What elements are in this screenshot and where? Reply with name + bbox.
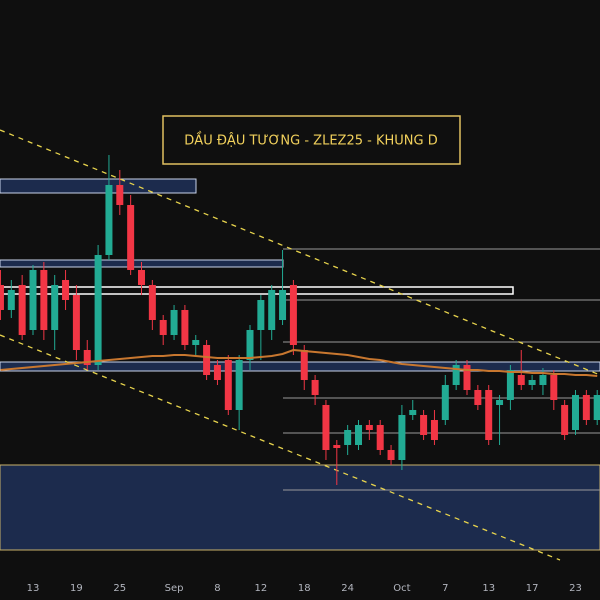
candle-body (496, 400, 504, 405)
moving-average (0, 348, 598, 377)
candle-body (159, 320, 167, 335)
chart-title: DẦU ĐẬU TƯƠNG - ZLEZ25 - KHUNG D (184, 132, 437, 149)
candle-body (62, 280, 70, 300)
candle-body (387, 450, 395, 460)
candle-body (235, 360, 243, 410)
candle-body (376, 425, 384, 450)
candle-body (257, 300, 265, 330)
x-tick-label: 13 (482, 583, 495, 594)
candle-body (528, 380, 536, 385)
candle-body (268, 290, 276, 330)
candle-body (561, 405, 569, 435)
candle-body (148, 285, 156, 320)
candle-body (170, 310, 178, 335)
x-tick-label: 18 (298, 583, 311, 594)
candle-body (420, 415, 428, 435)
candle-body (40, 270, 48, 330)
x-tick-label: 7 (442, 583, 448, 594)
candle-body (452, 365, 460, 385)
candle-body (72, 295, 80, 350)
x-tick-label: 13 (27, 583, 40, 594)
candle-body (593, 395, 600, 420)
candle-body (441, 385, 449, 420)
x-tick-label: 17 (526, 583, 539, 594)
candle-body (7, 290, 15, 310)
candle-body (224, 360, 232, 410)
demand-zone (0, 464, 600, 551)
candle-body (474, 390, 482, 405)
x-tick-label: 12 (254, 583, 267, 594)
candle-body (105, 185, 113, 255)
candle-body (550, 375, 558, 400)
title-box (162, 115, 461, 165)
candle-body (138, 270, 145, 285)
candle-body (485, 390, 493, 440)
candle-body (322, 405, 330, 450)
candle-body (127, 205, 135, 270)
candle-body (192, 340, 200, 345)
trend-line (0, 129, 600, 376)
zone-outline (0, 286, 514, 295)
candle-body (289, 285, 297, 345)
candle-body (246, 330, 254, 360)
candle-body (430, 420, 438, 440)
candle-body (213, 365, 221, 380)
candle-body (0, 285, 4, 310)
candle-body (300, 350, 308, 380)
zones (0, 129, 600, 561)
x-tick-label: 24 (341, 583, 354, 594)
x-tick-label: 25 (113, 583, 126, 594)
candle-body (83, 350, 91, 365)
trend-line (0, 334, 561, 561)
candle-body (517, 375, 525, 385)
candle-body (582, 395, 590, 420)
x-tick-label: 8 (214, 583, 220, 594)
candle-body (398, 415, 406, 460)
candle-body (279, 290, 287, 320)
x-tick-label: 23 (569, 583, 582, 594)
candle-body (333, 445, 341, 448)
candle-body (344, 430, 352, 445)
candle-body (365, 425, 373, 430)
candle-body (463, 365, 471, 390)
x-tick-label: Oct (393, 583, 410, 594)
candle-body (181, 310, 189, 345)
candle-body (572, 395, 579, 430)
candle-body (18, 285, 26, 335)
supply-zone (0, 178, 197, 194)
candle-body (51, 285, 59, 330)
candle-body (94, 255, 102, 365)
candle-body (203, 345, 211, 375)
candle-body (506, 370, 514, 400)
candle-body (539, 375, 547, 385)
x-tick-label: 19 (70, 583, 83, 594)
candle-body (355, 425, 362, 445)
plot (0, 155, 600, 485)
x-tick-label: Sep (165, 583, 184, 594)
candle-body (311, 380, 319, 395)
candle-body (409, 410, 417, 415)
candle-body (29, 270, 37, 330)
zone (0, 361, 600, 372)
candle-body (116, 185, 124, 205)
